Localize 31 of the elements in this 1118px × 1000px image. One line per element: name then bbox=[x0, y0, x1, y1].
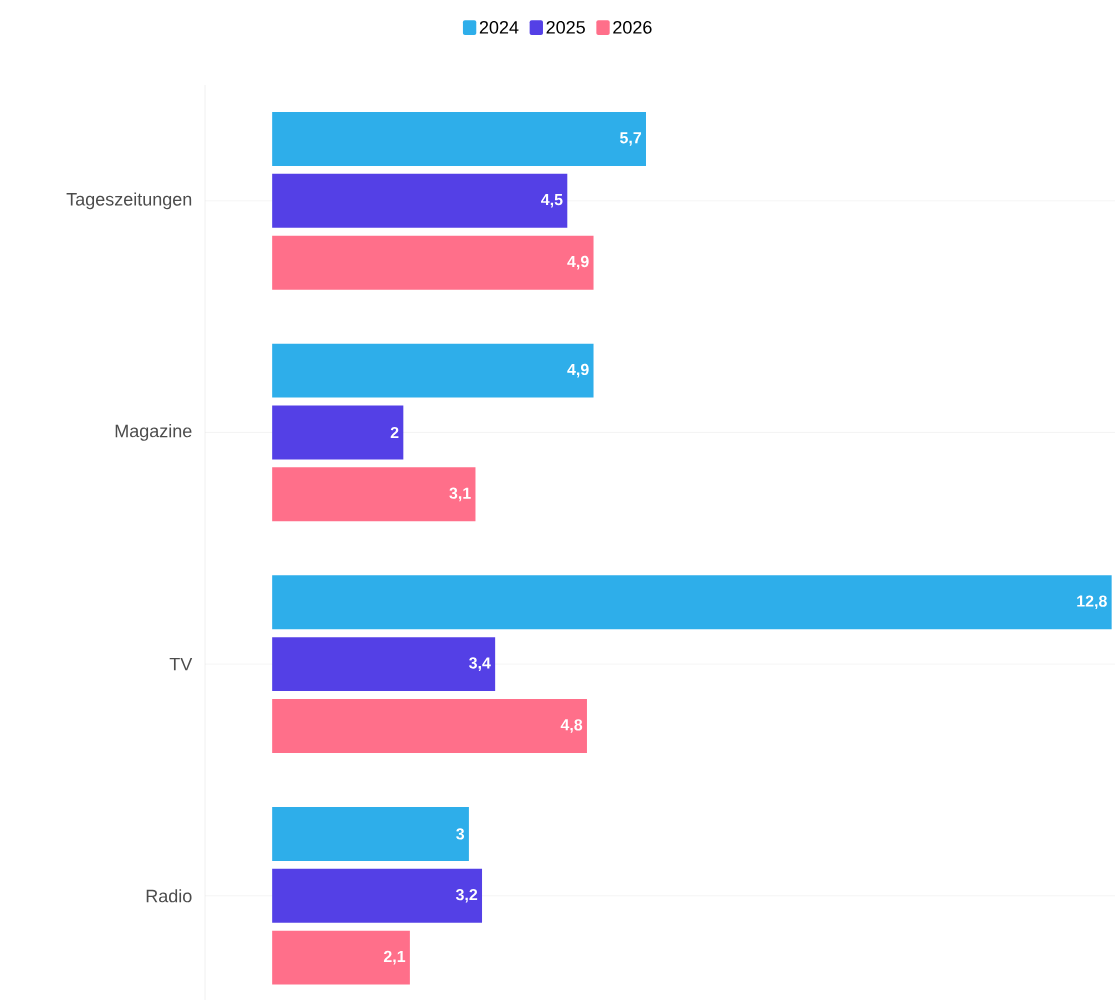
y-tick-label: TV bbox=[169, 657, 193, 671]
bar bbox=[272, 235, 594, 290]
y-tick-label: Radio bbox=[146, 889, 192, 903]
bar bbox=[272, 575, 1112, 630]
legend-label: 2025 bbox=[546, 20, 585, 34]
bar bbox=[272, 868, 483, 923]
data-label: 3 bbox=[456, 828, 465, 840]
data-label: 5,7 bbox=[619, 132, 642, 146]
bar bbox=[272, 637, 496, 691]
bar bbox=[272, 698, 587, 753]
y-tick-label: Magazine bbox=[115, 423, 192, 441]
data-label: 2,1 bbox=[383, 950, 406, 965]
bar bbox=[272, 806, 469, 861]
legend-label: 2026 bbox=[613, 20, 652, 34]
bar bbox=[272, 111, 646, 166]
data-label: 3,4 bbox=[469, 657, 491, 671]
data-label: 2 bbox=[390, 426, 399, 438]
y-tick-label: Tageszeitungen bbox=[66, 192, 192, 210]
bar bbox=[272, 930, 410, 985]
bar bbox=[272, 173, 568, 228]
data-label: 4,8 bbox=[560, 719, 583, 733]
data-label: 3,1 bbox=[449, 487, 471, 502]
bar bbox=[272, 405, 404, 460]
data-label: 4,5 bbox=[541, 193, 563, 208]
data-label: 4,9 bbox=[567, 363, 589, 378]
data-label: 3,2 bbox=[455, 888, 478, 903]
bar bbox=[272, 343, 594, 398]
data-label: 4,9 bbox=[567, 255, 589, 270]
data-label: 12,8 bbox=[1077, 595, 1107, 609]
bar bbox=[272, 467, 476, 522]
legend-label: 2024 bbox=[479, 20, 519, 34]
